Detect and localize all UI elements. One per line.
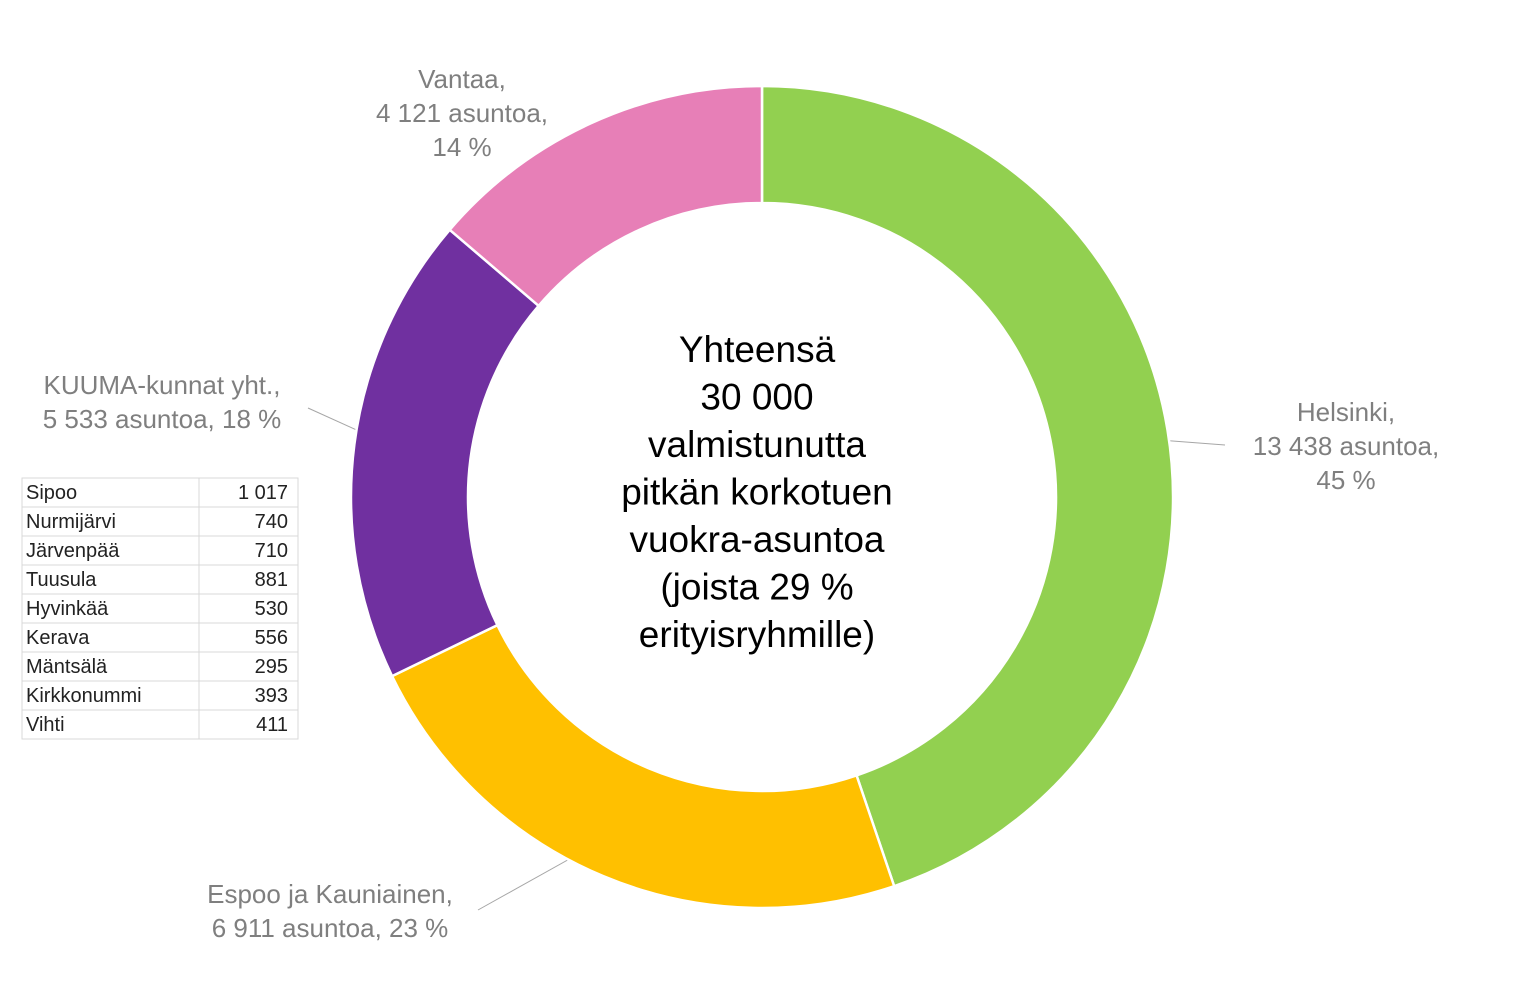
table-cell: Järvenpää (26, 540, 120, 562)
table-cell: 710 (255, 540, 288, 562)
table-cell: Kirkkonummi (26, 685, 142, 707)
spacer (382, 913, 389, 943)
donut-segment (390, 623, 896, 910)
table-border (21, 477, 299, 740)
donut-segment (349, 228, 541, 678)
table-cell: 881 (255, 569, 288, 591)
table-cell: Nurmijärvi (26, 511, 116, 533)
table-cell: 556 (255, 627, 288, 649)
spacer (215, 404, 222, 434)
table-cell: Sipoo (26, 482, 77, 504)
table-cell: Vihti (26, 714, 65, 736)
percent-label: 45 % (1316, 465, 1375, 495)
table-cell: Kerava (26, 627, 90, 649)
value-label: 13 438 asuntoa, (1253, 431, 1440, 461)
center-text: (joista 29 % (660, 567, 853, 608)
percent-label: 18 % (222, 404, 281, 434)
value-label: 6 911 asuntoa, (212, 913, 382, 943)
center-text: pitkän korkotuen (621, 472, 893, 513)
category-label: Helsinki, (1297, 397, 1395, 427)
category-label: Vantaa, (418, 64, 506, 94)
table-cell: Tuusula (26, 569, 97, 591)
center-text: vuokra-asuntoa (629, 519, 884, 560)
table-cell: 295 (255, 656, 288, 678)
data-label: Vantaa, 4 121 asuntoa, 14 % (376, 64, 548, 162)
data-label: Espoo ja Kauniainen, 6 911 asuntoa, 23 % (207, 879, 453, 943)
data-label: Helsinki, 13 438 asuntoa, 45 % (1253, 397, 1440, 495)
value-label: 5 533 asuntoa, (43, 404, 215, 434)
center-text: valmistunutta (648, 424, 866, 465)
donut-segment (447, 84, 764, 308)
value-label: 4 121 asuntoa, (376, 98, 548, 128)
percent-label: 14 % (432, 132, 491, 162)
center-text: erityisryhmille) (639, 614, 875, 655)
table-cell: Mäntsälä (26, 656, 108, 678)
center-text: 30 000 (700, 377, 813, 418)
table-cell: 411 (256, 714, 288, 736)
table: Sipoo 1 017 Nurmijärvi 740 Järvenpää 710 Tuusu… (21, 477, 299, 740)
category-label: KUUMA-kunnat yht., (44, 370, 281, 400)
center-text: Yhteensä (679, 329, 836, 370)
donut-segment (760, 84, 1175, 888)
category-label: Espoo ja Kauniainen, (207, 879, 453, 909)
table-cell: 1 017 (238, 482, 288, 504)
data-label: KUUMA-kunnat yht., 5 533 asuntoa, 18 % (43, 370, 282, 434)
table-cell: Hyvinkää (26, 598, 109, 620)
table-cell: 740 (255, 511, 288, 533)
table-cell: 530 (255, 598, 288, 620)
table-cell: 393 (255, 685, 288, 707)
percent-label: 23 % (389, 913, 448, 943)
